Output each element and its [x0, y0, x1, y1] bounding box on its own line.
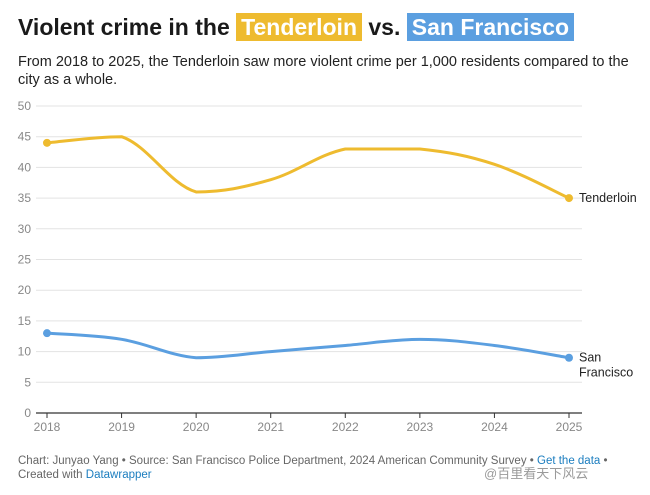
x-tick-label-2018: 2018 [34, 420, 61, 434]
point-san-francisco-2018 [43, 329, 51, 338]
x-tick-label-2023: 2023 [407, 420, 434, 434]
point-san-francisco-2025 [565, 353, 573, 362]
x-tick-label-2021: 2021 [257, 420, 284, 434]
x-tick-label-2024: 2024 [481, 420, 508, 434]
footer-created-with: • Created with [18, 455, 608, 481]
series-line-tenderloin [45, 135, 571, 200]
y-tick-label-40: 40 [18, 160, 32, 174]
y-tick-label-45: 45 [18, 130, 32, 144]
footer-credit: Chart: Junyao Yang • Source: San Francis… [18, 455, 534, 467]
x-tick-label-2025: 2025 [556, 420, 583, 434]
y-tick-label-5: 5 [24, 375, 31, 389]
chart-title: Violent crime in the Tenderloin vs. San … [18, 13, 574, 41]
y-tick-label-15: 15 [18, 314, 32, 328]
chart-footer: Chart: Junyao Yang • Source: San Francis… [18, 454, 633, 482]
chart-subtitle: From 2018 to 2025, the Tenderloin saw mo… [18, 54, 629, 88]
series-label-san-francisco-line2: Francisco [579, 366, 633, 380]
title-highlight-tenderloin: Tenderloin [236, 13, 362, 41]
x-tick-label-2019: 2019 [108, 420, 135, 434]
watermark: @百里看天下风云 [484, 466, 589, 481]
y-tick-label-0: 0 [24, 406, 31, 420]
series-label-tenderloin: Tenderloin [579, 191, 637, 205]
datawrapper-link[interactable]: Datawrapper [85, 469, 152, 481]
y-tick-label-50: 50 [18, 99, 32, 113]
series-label-san-francisco-line1: San [579, 351, 601, 365]
get-the-data-link[interactable]: Get the data [537, 455, 601, 467]
x-tick-label-2020: 2020 [183, 420, 210, 434]
series-line-san-francisco [45, 331, 571, 360]
title-middle: vs. [368, 14, 401, 40]
y-tick-label-20: 20 [18, 283, 32, 297]
y-tick-label-30: 30 [18, 222, 32, 236]
title-prefix: Violent crime in the [18, 14, 230, 40]
title-highlight-san-francisco: San Francisco [406, 13, 574, 41]
y-tick-label-10: 10 [18, 345, 32, 359]
y-tick-label-25: 25 [18, 253, 32, 267]
point-tenderloin-2025 [565, 194, 573, 203]
point-tenderloin-2018 [43, 138, 51, 147]
y-tick-label-35: 35 [18, 191, 32, 205]
x-tick-label-2022: 2022 [332, 420, 359, 434]
